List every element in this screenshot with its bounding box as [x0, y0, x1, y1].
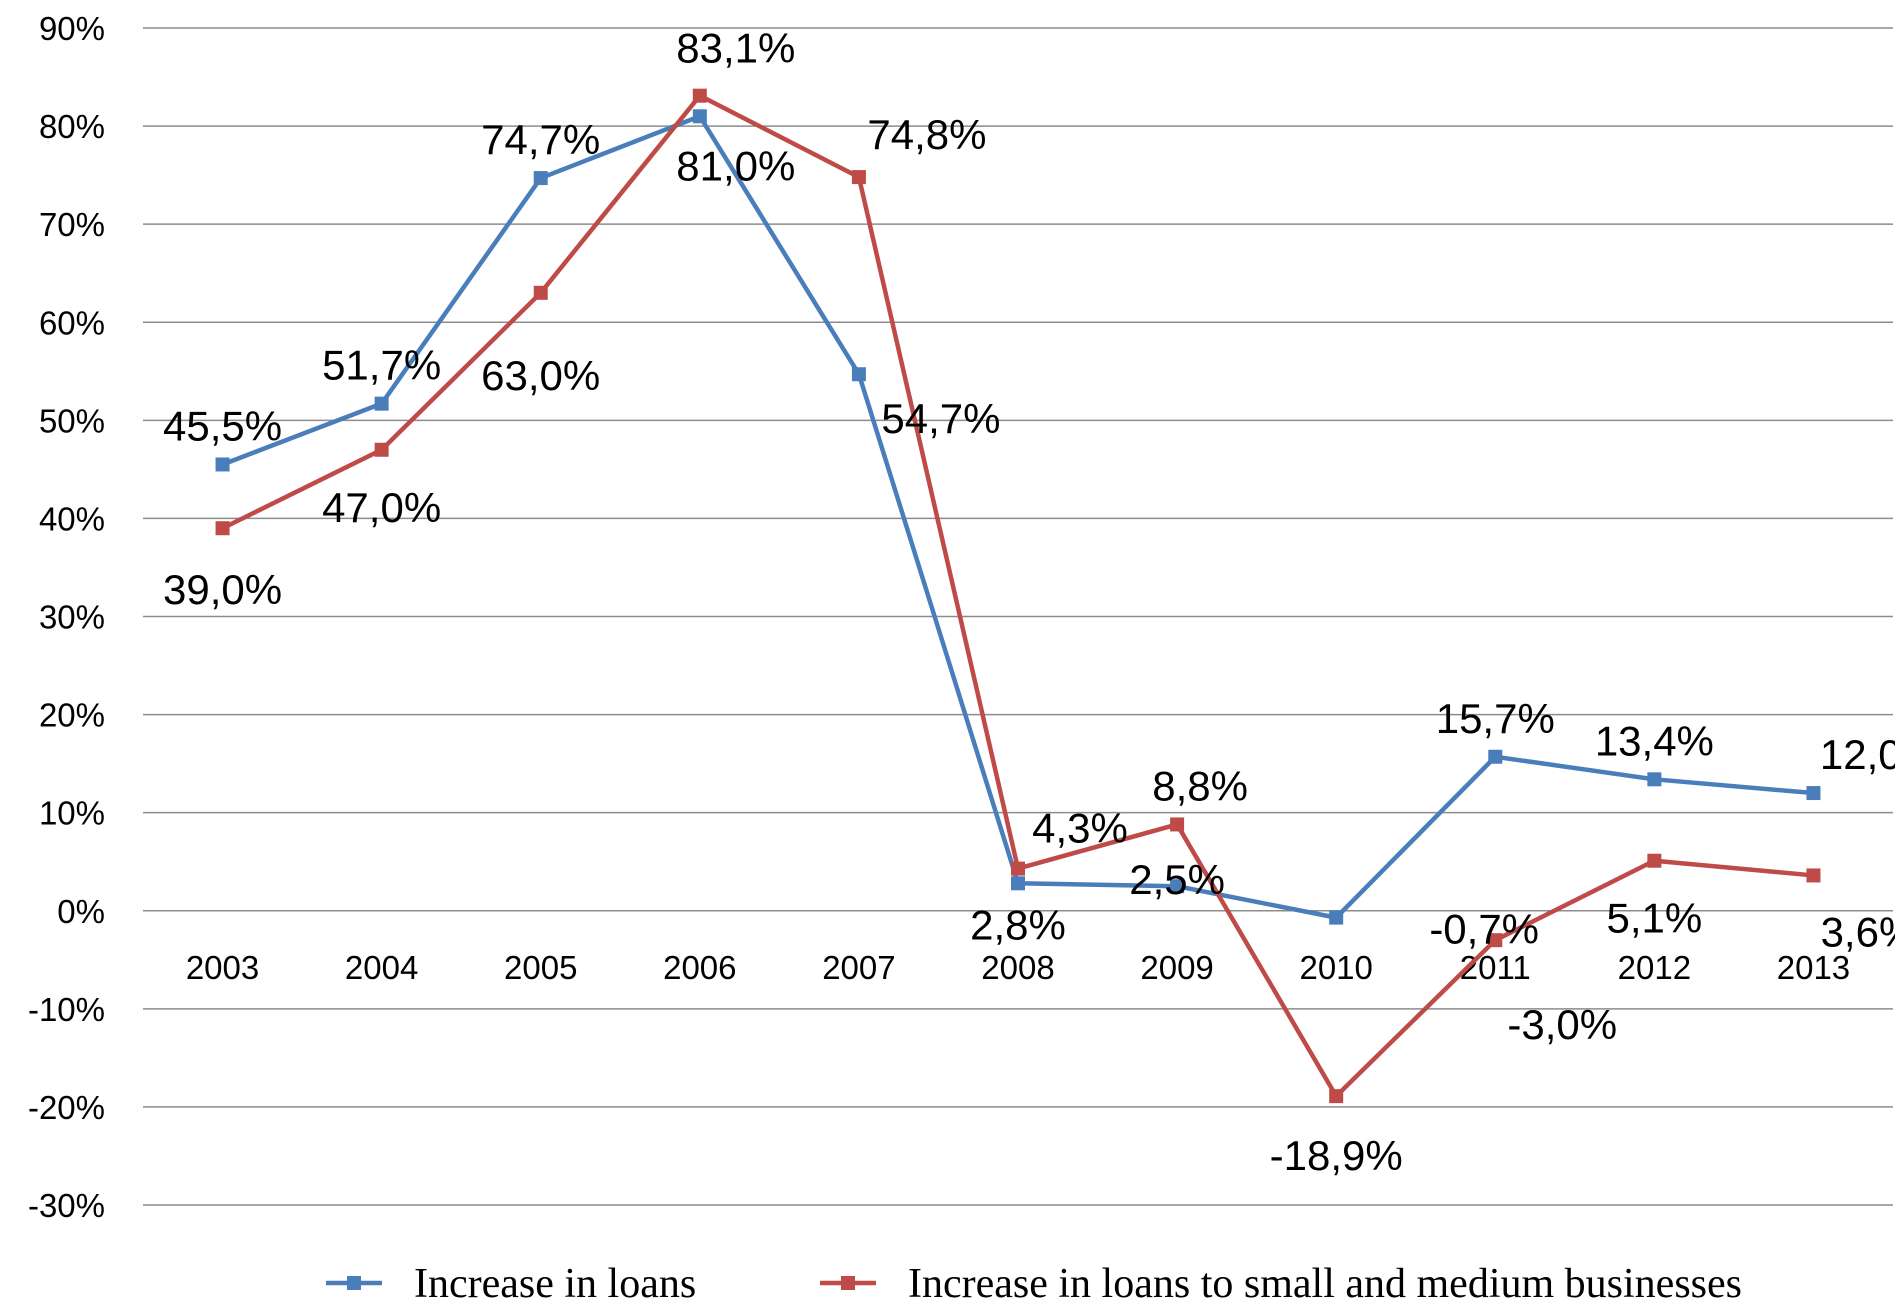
x-tick-label: 2007	[822, 949, 895, 986]
series-2-point	[1329, 1089, 1344, 1104]
data-label: 74,7%	[481, 116, 600, 163]
series-1-point	[692, 109, 707, 124]
series-1-point	[1488, 749, 1503, 764]
series-1-point	[1806, 786, 1821, 801]
series-line-1	[221, 114, 1814, 920]
series-1-point	[1011, 876, 1025, 891]
data-labels: 45,5% 51,7% 74,7% 81,0% 54,7% 2,8% 2,5% -0,7% 15…	[163, 25, 1895, 1179]
data-label: -3,0%	[1507, 1001, 1617, 1048]
data-label: 45,5%	[163, 402, 282, 449]
y-tick-label: 80%	[39, 108, 105, 145]
legend-label-1: Increase in loans	[414, 1261, 696, 1307]
data-label: 81,0%	[676, 142, 795, 189]
x-tick-label: 2010	[1299, 949, 1372, 986]
data-label: 4,3%	[1032, 805, 1128, 852]
x-tick-label: 2013	[1777, 949, 1850, 986]
series-2-point	[374, 442, 389, 457]
data-label: 2,5%	[1129, 856, 1225, 903]
data-label: 3,6%	[1821, 908, 1895, 955]
legend-marker	[841, 1276, 855, 1290]
y-tick-label: -10%	[28, 991, 105, 1028]
series-1-point	[1170, 879, 1185, 894]
data-label: 15,7%	[1436, 695, 1555, 742]
y-tick-label: -30%	[28, 1187, 105, 1224]
series-2-point	[1011, 861, 1025, 876]
series-1-point	[1329, 910, 1344, 925]
series-2-point	[533, 285, 548, 300]
series-2-point	[1170, 817, 1185, 832]
data-label: 74,8%	[867, 111, 986, 158]
x-tick-label: 2008	[981, 949, 1054, 986]
series-2-point	[692, 88, 707, 103]
x-tick-label: 2011	[1460, 949, 1531, 986]
data-label: 8,8%	[1152, 762, 1248, 809]
y-tick-label: 30%	[39, 599, 105, 636]
y-tick-label: 20%	[39, 697, 105, 734]
series-1-point	[215, 457, 230, 472]
series-1-point	[374, 396, 389, 411]
x-tick-label: 2012	[1618, 949, 1691, 986]
data-label: 83,1%	[676, 25, 795, 72]
data-label: -18,9%	[1270, 1132, 1403, 1179]
data-label: 2,8%	[970, 901, 1066, 948]
series-1-point	[533, 171, 548, 186]
y-axis-tick-labels: 90% 80% 70% 60% 50% 40% 30% 20% 10% 0% -10% -20% -30…	[28, 10, 105, 1224]
legend: Increase in loans Increase in loans to sm…	[326, 1261, 1742, 1307]
series-1-point	[851, 367, 866, 382]
y-tick-label: 40%	[39, 500, 105, 537]
y-tick-label: 50%	[39, 402, 105, 439]
y-tick-label: 10%	[39, 795, 105, 832]
legend-marker	[347, 1276, 361, 1290]
data-label: 63,0%	[481, 352, 600, 399]
x-tick-label: 2009	[1140, 949, 1213, 986]
x-tick-label: 2006	[663, 949, 736, 986]
data-label: -0,7%	[1429, 906, 1539, 953]
data-label: 5,1%	[1606, 895, 1702, 942]
y-tick-label: 0%	[57, 893, 105, 930]
data-label: 51,7%	[322, 342, 441, 389]
x-tick-label: 2004	[345, 949, 418, 986]
y-tick-label: 70%	[39, 206, 105, 243]
data-label: 54,7%	[881, 395, 1000, 442]
series-2-point	[851, 170, 866, 185]
y-tick-label: -20%	[28, 1089, 105, 1126]
series-lines	[215, 88, 1821, 1104]
x-axis-tick-labels: 2003 2004 2005 2006 2007 2008 2009 2010 2011 2012…	[186, 949, 1850, 986]
gridlines	[143, 27, 1893, 1206]
series-2-point	[215, 521, 230, 536]
series-2-point	[1647, 853, 1662, 868]
y-tick-label: 90%	[39, 10, 105, 47]
legend-label-2: Increase in loans to small and medium bu…	[908, 1261, 1742, 1307]
y-tick-label: 60%	[39, 304, 105, 341]
data-label: 39,0%	[163, 566, 282, 613]
data-label: 12,0%	[1820, 731, 1895, 778]
x-tick-label: 2005	[504, 949, 577, 986]
series-1-point	[1647, 772, 1662, 787]
data-label: 47,0%	[322, 484, 441, 531]
series-2-point	[1488, 933, 1503, 948]
series-2-point	[1806, 868, 1821, 883]
x-tick-label: 2003	[186, 949, 259, 986]
data-label: 13,4%	[1595, 717, 1714, 764]
